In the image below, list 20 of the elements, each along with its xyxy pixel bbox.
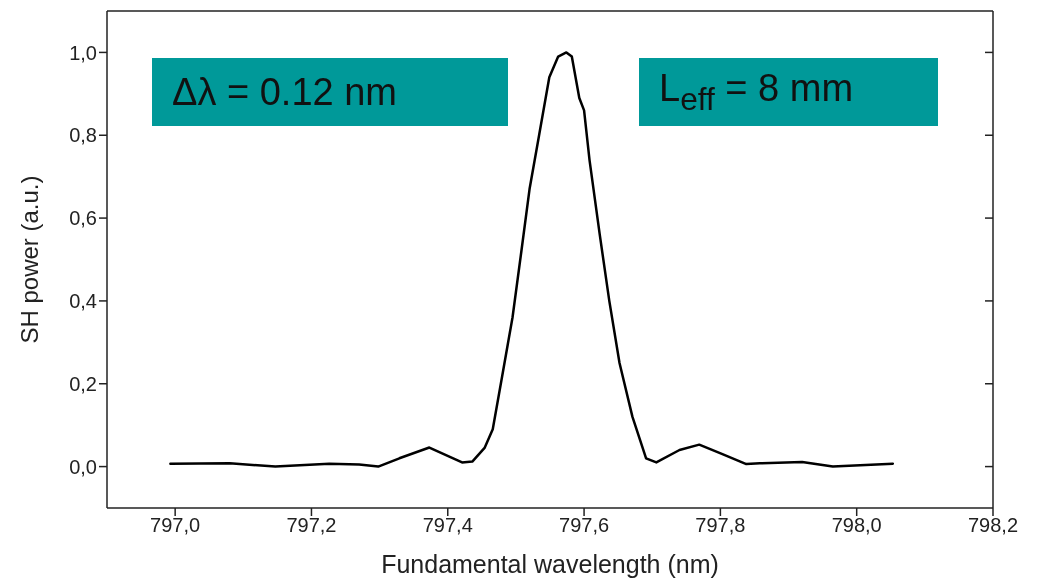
y-tick-label: 0,6 [69,207,97,230]
y-tick-label: 0,2 [69,372,97,395]
x-tick-label: 797,0 [150,514,201,537]
x-tick-label: 797,6 [559,514,610,537]
label-box: Δλ = 0.12 nm [152,58,508,126]
x-tick-label: 797,8 [695,514,746,537]
y-tick-label: 0,4 [69,290,97,313]
x-tick-label: 798,2 [967,514,1019,537]
y-tick-label: 0,8 [69,124,97,147]
annotation: Δλ = 0.12 nm [172,70,397,114]
x-tick-label: 797,2 [286,514,337,537]
x-axis-title: Fundamental wavelength (nm) [381,550,719,578]
line-series [169,51,895,468]
label-box: L$_{eff}$ = 8 mm [639,58,938,126]
y-tick-label: 1,0 [69,41,97,64]
y-tick-label: 0,0 [69,455,97,478]
x-tick-label: 797,4 [422,514,473,537]
x-tick-label: 798,0 [831,514,882,537]
y-axis-title: SH power (a.u.) [15,175,43,344]
annotation: L$_{eff}$ = 8 mm [659,66,854,118]
